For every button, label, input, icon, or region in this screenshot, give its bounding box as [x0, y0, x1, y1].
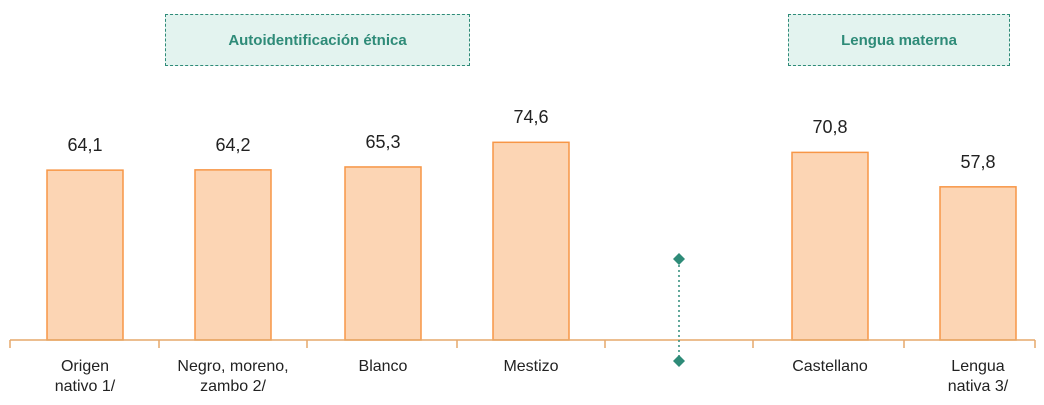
- bar-2: [344, 166, 422, 341]
- value-label-0: 64,1: [67, 135, 103, 156]
- value-label-1: 64,2: [215, 134, 251, 155]
- separator-diamond-top: [673, 253, 685, 265]
- bar-6: [939, 186, 1017, 341]
- group-label-lengua: Lengua materna: [788, 14, 1010, 66]
- category-label-2: Blanco: [358, 358, 408, 375]
- value-label-5: 70,8: [812, 117, 848, 138]
- bar-3: [492, 141, 570, 341]
- category-label-5: Castellano: [792, 358, 868, 375]
- value-label-3: 74,6: [513, 107, 549, 128]
- category-label-0: Origen nativo 1/: [54, 358, 116, 395]
- category-label-1: Negro, moreno, zambo 2/: [177, 358, 289, 395]
- category-label-3: Mestizo: [503, 358, 559, 375]
- bar-1: [194, 169, 272, 341]
- group-label-etnica: Autoidentificación étnica: [165, 14, 470, 66]
- separator-diamond-bottom: [673, 355, 685, 367]
- category-label-6: Lengua nativa 3/: [947, 358, 1009, 395]
- bar-5: [791, 151, 869, 341]
- value-label-6: 57,8: [960, 151, 996, 172]
- bar-0: [46, 169, 124, 341]
- value-label-2: 65,3: [365, 131, 401, 152]
